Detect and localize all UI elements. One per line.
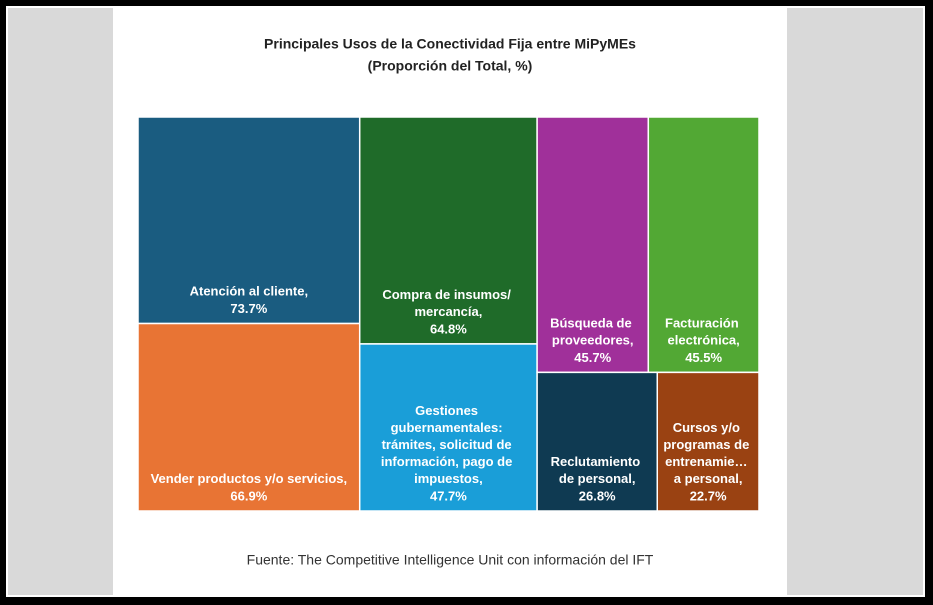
tile	[536, 116, 650, 374]
tile-label: Reclutamiento de personal,	[551, 454, 644, 486]
tile	[647, 116, 760, 374]
source: Fuente: The Competitive Intelligence Uni…	[247, 552, 654, 568]
tile-label: Atención al cliente,	[190, 284, 308, 299]
value-label: 64.8%	[430, 321, 467, 336]
value-label: 26.8%	[579, 488, 616, 503]
frame: Principales Usos de la Conectividad Fija…	[6, 6, 925, 597]
chart-subtitle: (Proporción del Total, %)	[368, 58, 533, 74]
value-label: 45.5%	[685, 350, 722, 365]
tile	[656, 371, 760, 512]
chart: Principales Usos de la Conectividad Fija…	[137, 36, 760, 568]
tile	[358, 116, 538, 345]
tile	[137, 116, 361, 325]
tile-label: Vender productos y/o servicios,	[151, 471, 348, 486]
value-label: 66.9%	[230, 488, 267, 503]
tile	[137, 322, 361, 512]
value-label: 45.7%	[574, 350, 611, 365]
value-label: 73.7%	[230, 301, 267, 316]
value-label: 22.7%	[690, 488, 727, 503]
tile-label: Facturación electrónica,	[665, 316, 742, 348]
tile-label: Búsqueda de proveedores,	[550, 316, 635, 348]
chart-title: Principales Usos de la Conectividad Fija…	[264, 36, 636, 52]
tile	[536, 371, 659, 512]
tile-label: Compra de insumos/ mercancía,	[382, 287, 514, 319]
tile-label: Gestiones gubernamentales: trámites, sol…	[381, 403, 516, 486]
value-label: 47.7%	[430, 488, 467, 503]
tile-label: Cursos y/o programas de entrenamie… a pe…	[663, 420, 753, 486]
